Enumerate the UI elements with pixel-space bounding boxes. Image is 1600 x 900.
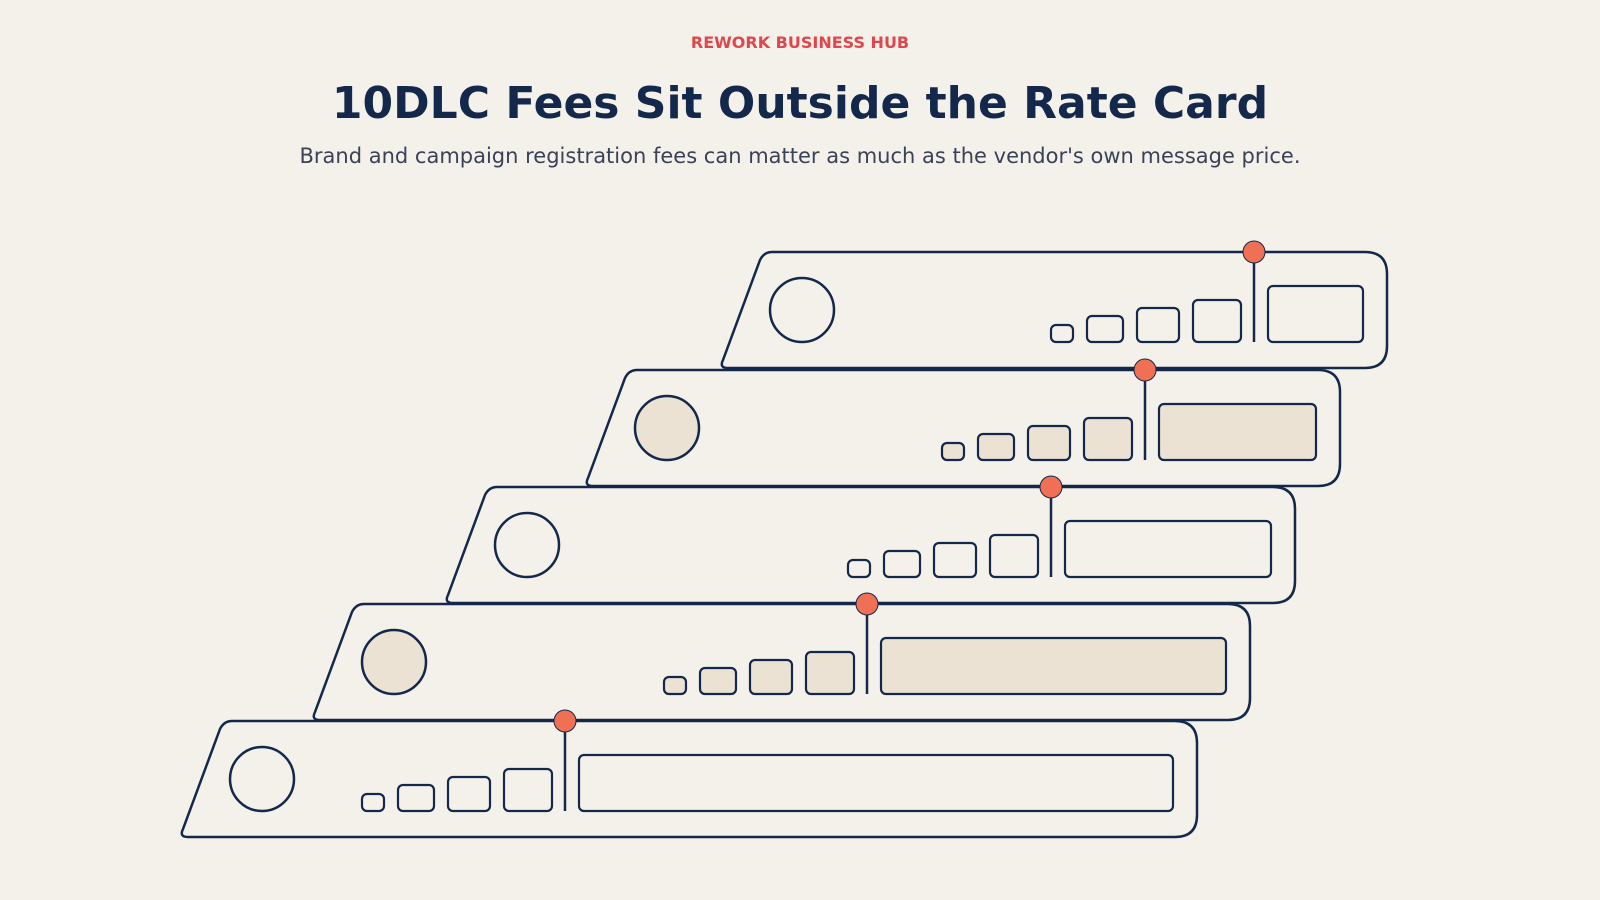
pin-head xyxy=(1242,240,1266,264)
title: 10DLC Fees Sit Outside the Rate Card xyxy=(331,78,1269,129)
panel-box xyxy=(446,775,492,813)
panel-box xyxy=(1135,306,1181,344)
panel-circle xyxy=(228,745,296,813)
panel-box xyxy=(804,650,856,696)
pin-head xyxy=(855,592,879,616)
panel-box xyxy=(698,666,738,696)
panel xyxy=(720,250,1389,370)
panel-box xyxy=(502,767,554,813)
panel-box xyxy=(396,783,436,813)
panel-box xyxy=(1191,298,1243,344)
panel-box xyxy=(1085,314,1125,344)
panel-circle xyxy=(633,394,701,462)
panel-box xyxy=(932,541,978,579)
panel-display xyxy=(1157,402,1318,462)
panel-box xyxy=(748,658,794,696)
panel-circle xyxy=(768,276,836,344)
panel xyxy=(180,719,1199,839)
panel-display xyxy=(1063,519,1273,579)
panel-box xyxy=(1049,323,1075,344)
panel-display xyxy=(1266,284,1365,344)
panel-box xyxy=(662,675,688,696)
panel-box xyxy=(882,549,922,579)
panel-box xyxy=(360,792,386,813)
panel xyxy=(585,368,1342,488)
panel-box xyxy=(988,533,1040,579)
panel xyxy=(445,485,1297,605)
panel-box xyxy=(846,558,872,579)
panel-box xyxy=(976,432,1016,462)
panel-circle xyxy=(493,511,561,579)
panel-circle xyxy=(360,628,428,696)
pin-head xyxy=(1133,358,1157,382)
panel-box xyxy=(1082,416,1134,462)
pin-head xyxy=(553,709,577,733)
subtitle: Brand and campaign registration fees can… xyxy=(299,144,1301,168)
panel-box xyxy=(940,441,966,462)
panel-display xyxy=(577,753,1175,813)
panel-box xyxy=(1026,424,1072,462)
kicker: REWORK BUSINESS HUB xyxy=(690,33,910,52)
pin-head xyxy=(1039,475,1063,499)
panel-display xyxy=(879,636,1228,696)
